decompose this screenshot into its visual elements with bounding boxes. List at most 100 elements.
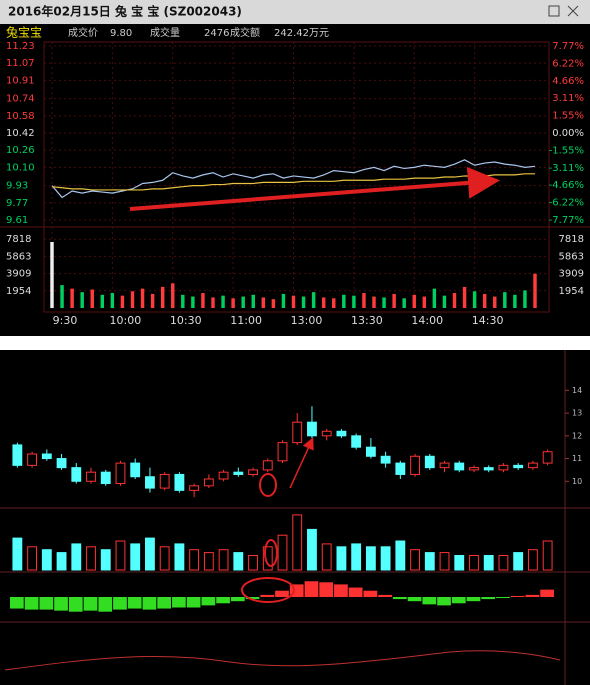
window-button[interactable]	[548, 5, 560, 17]
volume-bar	[462, 286, 467, 308]
annotation	[259, 473, 277, 497]
candle-body	[86, 471, 96, 482]
volume-bar	[513, 552, 524, 571]
volume-bar	[174, 543, 185, 571]
macd-bar	[24, 597, 39, 610]
volume-bar	[140, 288, 145, 308]
annotation	[129, 166, 500, 211]
y-tick-label: 5863	[6, 251, 31, 262]
volume-bar	[277, 534, 288, 571]
volume-bar	[442, 295, 447, 308]
x-tick-label: 9:30	[53, 314, 78, 327]
y-tick-label: 9.93	[6, 181, 28, 192]
x-tick-label: 14:30	[472, 314, 504, 327]
volume-bar	[211, 297, 215, 308]
volume-bar	[120, 295, 125, 308]
value: 242.42万元	[274, 28, 329, 39]
candle-body	[395, 462, 406, 475]
x-tick-label: 11:00	[230, 314, 262, 327]
volume-bar	[100, 294, 105, 308]
macd-bar	[422, 597, 437, 605]
volume-bar	[262, 546, 273, 571]
volume-bar	[90, 289, 94, 308]
volume-bar	[271, 299, 276, 308]
y2-tick-label: -3.11%	[549, 163, 584, 174]
volume-bar	[251, 294, 255, 308]
macd-bar	[260, 594, 275, 597]
macd-bar	[127, 597, 142, 609]
volume-bar	[424, 552, 435, 571]
x-tick-label: 14:00	[411, 314, 443, 327]
y2-tick-label: -1.55%	[549, 145, 584, 156]
macd-bar	[407, 597, 422, 602]
macd-bar	[481, 597, 496, 600]
macd-bar	[98, 597, 113, 612]
y-tick-label: 1954	[559, 286, 584, 297]
macd-bar	[348, 587, 363, 597]
macd-bar	[216, 597, 230, 604]
candle-body	[351, 435, 362, 448]
volume-bar	[452, 293, 457, 308]
price-line	[51, 159, 536, 199]
macd-bar	[186, 597, 201, 608]
volume-bar	[352, 295, 356, 308]
volume-bar	[130, 543, 141, 571]
volume-bar	[189, 549, 200, 571]
close-button[interactable]	[567, 5, 579, 17]
candle-body	[424, 455, 435, 469]
price-line	[51, 173, 535, 191]
macd-bar	[525, 594, 540, 597]
candle-body	[233, 471, 244, 475]
candle-body	[145, 476, 155, 489]
volume-bar	[523, 290, 527, 308]
volume-bar	[203, 552, 214, 571]
y-tick-label: 10.26	[6, 145, 35, 156]
volume-bar	[365, 546, 376, 571]
volume-bar	[115, 540, 126, 571]
volume-bar	[483, 555, 494, 571]
x-tick-label: 10:00	[110, 314, 142, 327]
macd-bar	[39, 597, 54, 610]
volume-bar	[56, 552, 67, 571]
candle-body	[203, 478, 214, 487]
label: 成交量	[150, 26, 180, 39]
volume-bar	[362, 293, 366, 308]
y-tick-label: 11.23	[6, 41, 35, 52]
plot-frame	[43, 41, 550, 313]
macd-bar	[363, 590, 378, 597]
candle-body	[12, 444, 23, 466]
y2-tick-label: 3.11%	[552, 93, 584, 104]
y-tick-label: 10.91	[6, 75, 35, 86]
volume-bar	[336, 546, 347, 571]
candle-body	[542, 451, 553, 464]
candle-body	[307, 421, 317, 437]
y2-tick-label: 7.77%	[552, 41, 584, 52]
y-tick-label: 3909	[6, 269, 31, 280]
annotation	[289, 437, 314, 489]
candle-body	[248, 469, 258, 475]
candle-body	[336, 430, 347, 437]
macd-bar	[245, 597, 260, 600]
x-tick-label: 10:30	[170, 314, 202, 327]
candle-body	[130, 462, 141, 478]
stock-name: 兔宝宝	[6, 25, 42, 40]
y-tick-label: 14	[572, 386, 582, 395]
candle-body	[174, 473, 185, 491]
volume-bar	[472, 291, 477, 308]
volume-bar	[351, 543, 362, 571]
volume-bar	[261, 297, 266, 308]
macd-bar	[510, 595, 525, 597]
macd-bar	[113, 597, 127, 610]
y2-tick-label: -7.77%	[549, 215, 584, 226]
volume-bar	[221, 295, 225, 308]
candle-body	[483, 467, 494, 471]
volume-bar	[342, 294, 346, 308]
volume-bar	[100, 549, 111, 571]
volume-bar	[50, 241, 54, 308]
volume-bar	[498, 555, 509, 571]
value: 2476	[204, 28, 229, 39]
candle-body	[292, 421, 303, 444]
macd-bar	[451, 597, 466, 604]
candle-body	[189, 485, 200, 491]
volume-bar	[12, 537, 23, 571]
